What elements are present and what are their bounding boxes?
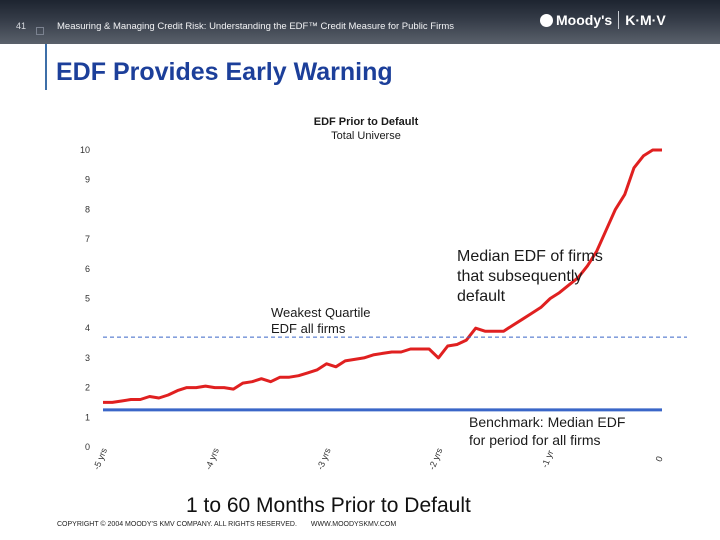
y-tick-label: 1 [85, 412, 90, 422]
x-tick-label: -2 yrs [427, 446, 445, 471]
median-line-1: Median EDF of firms [457, 248, 603, 265]
x-tick-label: -5 yrs [91, 446, 109, 471]
footer: COPYRIGHT © 2004 MOODY'S KMV COMPANY. AL… [57, 521, 408, 528]
y-tick-label: 5 [85, 294, 90, 304]
benchmark-annotation: Benchmark: Median EDF for period for all… [469, 413, 625, 449]
footer-website: WWW.MOODYSKMV.COM [310, 521, 397, 528]
chart-title: EDF Prior to Default [313, 116, 419, 128]
weakest-line-2: EDF all firms [271, 321, 346, 336]
slide-title: EDF Provides Early Warning [56, 58, 393, 86]
bench-line-2: for period for all firms [469, 432, 601, 448]
y-tick-label: 6 [85, 264, 90, 274]
weakest-line-1: Weakest Quartile [271, 305, 371, 320]
y-tick-label: 10 [80, 145, 90, 155]
header-title: Measuring & Managing Credit Risk: Unders… [57, 21, 455, 32]
y-tick-label: 9 [85, 175, 90, 185]
x-tick-label: -3 yrs [315, 446, 333, 471]
footer-copyright: COPYRIGHT © 2004 MOODY'S KMV COMPANY. AL… [57, 521, 297, 528]
title-accent-rule [45, 44, 47, 90]
y-tick-label: 3 [85, 353, 90, 363]
weakest-quartile-annotation: Weakest Quartile EDF all firms [271, 305, 370, 337]
median-default-line [103, 148, 662, 404]
slide-number: 41 [16, 21, 27, 31]
logo-moodys-text: Moody's [556, 12, 613, 28]
y-tick-label: 4 [85, 323, 90, 333]
x-tick-label: -1 yr [539, 449, 555, 469]
y-tick-label: 0 [85, 442, 90, 452]
logo-separator [618, 11, 620, 29]
median-line-3: default [457, 288, 506, 305]
x-tick-label: -4 yrs [203, 446, 221, 471]
header-square-icon [36, 27, 44, 35]
moodys-kmv-logo: Moody's K·M·V [540, 11, 708, 33]
logo-kmv-text: K·M·V [625, 12, 666, 28]
header-bar: 41 Measuring & Managing Credit Risk: Und… [0, 0, 720, 44]
y-tick-label: 7 [85, 234, 90, 244]
chart-subtitle: Total Universe [331, 130, 401, 142]
x-tick-label: 0 [654, 455, 665, 463]
y-tick-label: 2 [85, 383, 90, 393]
median-default-annotation: Median EDF of firms that subsequently de… [457, 247, 603, 307]
y-tick-label: 8 [85, 204, 90, 214]
median-line-2: that subsequently [457, 268, 583, 285]
x-axis-label: 1 to 60 Months Prior to Default [186, 494, 471, 517]
bench-line-1: Benchmark: Median EDF [469, 414, 626, 430]
moodys-circle-icon [540, 14, 553, 27]
